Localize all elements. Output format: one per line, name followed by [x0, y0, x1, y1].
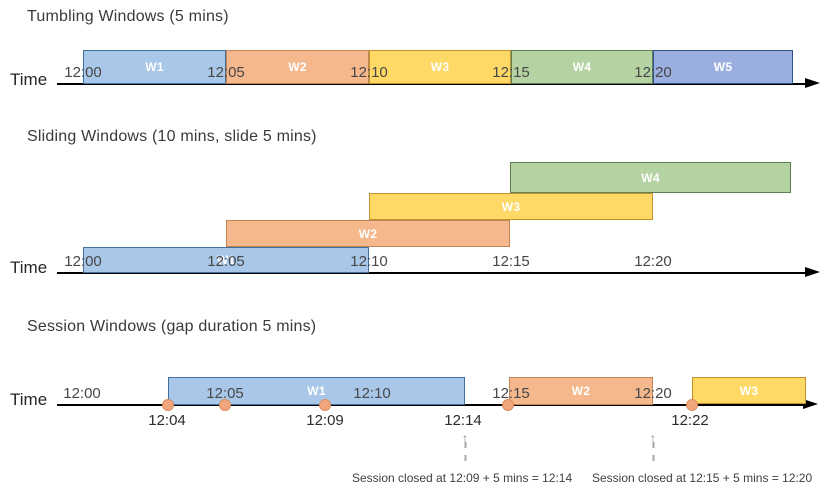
tumbling-tick-1205: 12:05 [207, 64, 245, 81]
session-annotation-arrow-2: ↑ [649, 430, 657, 461]
sliding-time-axis-label: Time [10, 258, 48, 277]
tumbling-tick-1220: 12:20 [634, 64, 672, 81]
up-arrow-icon: ↑ [649, 430, 657, 446]
session-window-label-w1: W1 [307, 384, 326, 398]
tumbling-time-axis-label: Time [10, 70, 48, 89]
session-tick-1215: 12:15 [492, 385, 530, 402]
tumbling-window-label-w4: W4 [572, 60, 592, 74]
tumbling-section-title: Tumbling Windows (5 mins) [27, 8, 229, 25]
session-axis-arrow-icon [803, 399, 818, 409]
session-window-w1: W1 [168, 377, 465, 405]
tumbling-tick-1210: 12:10 [350, 64, 388, 81]
sliding-window-label-w4: W4 [641, 170, 660, 185]
tumbling-window-label-w2: W2 [288, 60, 307, 74]
session-event-dot-1204 [162, 399, 174, 411]
session-tick-1200: 12:00 [63, 385, 101, 402]
session-event-dot-1222 [686, 399, 698, 411]
sliding-window-label-w3: W3 [501, 199, 521, 214]
up-arrow-icon: ↑ [461, 430, 469, 446]
tumbling-tick-1215: 12:15 [492, 64, 530, 81]
tumbling-time-axis [57, 83, 806, 85]
session-event-time-1222: 12:22 [671, 412, 709, 429]
session-event-time-1204: 12:04 [148, 412, 186, 429]
sliding-window-w1: W1 [83, 247, 369, 273]
sliding-tick-1205: 12:05 [207, 253, 245, 270]
session-window-label-w2: W2 [571, 384, 591, 398]
session-annotation-caption-2: Session closed at 12:15 + 5 mins = 12:20 [592, 471, 813, 485]
tumbling-window-label-w1: W1 [145, 60, 164, 74]
sliding-tick-1215: 12:15 [492, 253, 530, 270]
tumbling-tick-1200: 12:00 [64, 64, 102, 81]
tumbling-axis-arrow-icon [805, 78, 820, 88]
session-event-dot-1215 [502, 399, 514, 411]
session-time-axis [57, 404, 804, 406]
dashed-line [464, 442, 466, 461]
tumbling-window-w5: W5 [653, 50, 793, 84]
session-window-w2: W2 [509, 377, 653, 405]
session-event-time-1209: 12:09 [306, 412, 344, 429]
tumbling-window-w3: W3 [369, 50, 511, 84]
sliding-window-label-w2: W2 [358, 226, 378, 241]
session-tick-1220: 12:20 [634, 385, 672, 402]
session-event-dot-1209 [319, 399, 331, 411]
sliding-window-w4: W4 [510, 162, 791, 193]
tumbling-window-label-w5: W5 [713, 60, 733, 74]
tumbling-window-w1: W1 [83, 50, 226, 84]
dashed-line [652, 442, 654, 461]
sliding-time-axis [57, 272, 806, 274]
sliding-window-label-w1: W1 [216, 253, 236, 267]
sliding-window-w2: W2 [226, 220, 510, 247]
session-window-w3: W3 [692, 377, 806, 404]
tumbling-window-w2: W2 [226, 50, 369, 84]
session-event-dot-1205 [219, 399, 231, 411]
session-tick-1205: 12:05 [206, 385, 244, 402]
sliding-section-title: Sliding Windows (10 mins, slide 5 mins) [27, 128, 317, 145]
session-tick-1210: 12:10 [353, 385, 391, 402]
session-section-title: Session Windows (gap duration 5 mins) [27, 318, 317, 335]
session-event-time-1214: 12:14 [444, 412, 482, 429]
sliding-axis-arrow-icon [805, 267, 820, 277]
sliding-tick-1220: 12:20 [634, 253, 672, 270]
session-annotation-arrow-1: ↑ [461, 430, 469, 461]
sliding-tick-1200: 12:00 [64, 253, 102, 270]
session-time-axis-label: Time [10, 390, 48, 409]
session-window-label-w3: W3 [739, 383, 759, 398]
tumbling-window-label-w3: W3 [430, 60, 450, 74]
session-annotation-caption-1: Session closed at 12:09 + 5 mins = 12:14 [352, 471, 573, 485]
tumbling-window-w4: W4 [511, 50, 653, 84]
sliding-window-w3: W3 [369, 193, 653, 220]
sliding-tick-1210: 12:10 [350, 253, 388, 270]
